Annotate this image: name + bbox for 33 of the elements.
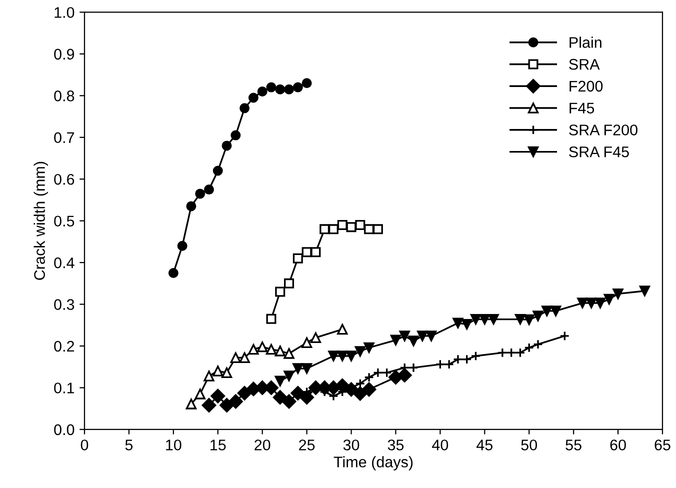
y-tick-label: 0.2 <box>54 340 74 352</box>
x-tick-label: 0 <box>80 440 88 450</box>
x-tick-label: 65 <box>654 440 670 450</box>
x-tick-label: 50 <box>521 440 537 450</box>
x-tick-label: 5 <box>125 440 133 450</box>
y-tick-label: 0.5 <box>54 216 74 227</box>
x-tick-label: 60 <box>610 440 626 450</box>
x-tick-label: 40 <box>432 440 448 450</box>
y-tick-label: 0.8 <box>54 90 74 102</box>
y-tick-label: 1.0 <box>54 7 74 18</box>
x-axis-title: Time (days) <box>334 456 413 470</box>
legend-label: F45 <box>570 102 594 114</box>
x-tick-label: 15 <box>210 440 226 450</box>
legend-label: SRA F200 <box>569 124 638 136</box>
x-tick-label: 10 <box>166 440 182 450</box>
legend-label: Plain <box>570 36 602 48</box>
y-tick-label: 0.9 <box>54 48 74 60</box>
y-tick-label: 0.7 <box>54 132 74 144</box>
y-tick-label: 0.0 <box>54 424 74 436</box>
legend-label: SRA <box>569 58 600 70</box>
x-tick-label: 45 <box>476 440 492 450</box>
y-tick-label: 0.4 <box>54 257 74 268</box>
y-axis-title: Crack width (mm) <box>34 162 48 280</box>
x-tick-label: 30 <box>343 440 360 450</box>
x-tick-label: 25 <box>299 440 315 450</box>
legend-label: F200 <box>570 80 603 92</box>
y-tick-label: 0.1 <box>54 382 74 394</box>
y-tick-label: 0.6 <box>54 174 74 185</box>
x-tick-label: 35 <box>388 440 404 450</box>
legend-label: SRA F45 <box>569 146 629 158</box>
x-tick-label: 20 <box>254 440 270 450</box>
y-tick-label: 0.3 <box>54 299 74 310</box>
x-tick-label: 55 <box>566 440 582 450</box>
